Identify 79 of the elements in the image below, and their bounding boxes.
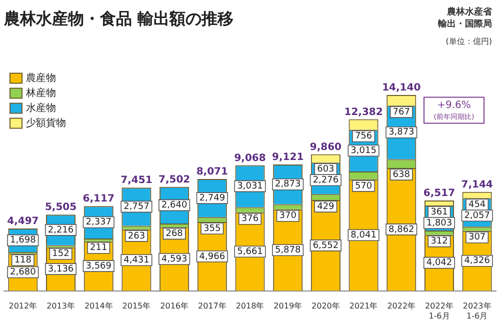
legend-label: 農産物	[26, 72, 56, 84]
x-tick-label: 2021年	[349, 302, 378, 311]
data-label: 570	[354, 181, 372, 192]
text: 輸出・国際局	[437, 18, 492, 30]
total-label: 6,117	[82, 194, 114, 205]
data-label: 756	[354, 132, 372, 142]
data-label: 1,803	[426, 218, 452, 228]
data-label: 6,552	[312, 240, 339, 251]
data-label: 2,680	[10, 268, 36, 278]
data-label: 454	[468, 200, 486, 210]
total-label: 14,140	[382, 82, 421, 94]
legend-label: 林産物	[25, 86, 56, 99]
x-tick-label: 2017年	[198, 302, 226, 311]
data-label: 4,326	[464, 256, 490, 266]
data-label: 4,966	[199, 252, 226, 262]
data-label: 355	[204, 224, 221, 234]
total-label: 5,505	[44, 202, 77, 214]
data-label: 376	[241, 214, 259, 224]
data-label: 268	[166, 229, 184, 240]
data-label: 263	[128, 231, 146, 242]
data-label: 3,031	[237, 182, 263, 192]
data-label: 3,136	[48, 264, 74, 274]
total-label: 7,502	[158, 174, 190, 186]
total-label: 9,860	[310, 142, 342, 153]
x-tick-label: 2020年	[312, 302, 340, 311]
data-label: 2,337	[86, 218, 112, 228]
data-label: 312	[430, 236, 448, 247]
x-tick-label: 2022年 1-6月	[425, 302, 454, 320]
data-label: 370	[279, 211, 297, 222]
data-label: 603	[317, 164, 334, 174]
legend-label: 少額貨物	[26, 116, 66, 129]
data-label: 361	[430, 207, 448, 218]
text: 農林水産省	[446, 6, 493, 18]
total-label: 9,068	[234, 152, 266, 164]
legend-label: 水産物	[26, 102, 56, 114]
data-label: 2,640	[161, 200, 188, 211]
data-label: 118	[14, 256, 32, 266]
total-label: 7,144	[461, 179, 493, 190]
data-label: 429	[317, 202, 335, 212]
x-tick-label: 2012年	[8, 302, 38, 311]
data-label: 3,873	[388, 128, 414, 138]
total-label: 7,451	[120, 175, 152, 186]
data-label: 8,041	[350, 230, 376, 240]
data-label: 3,015	[350, 146, 376, 156]
data-label: 2,749	[199, 193, 226, 204]
data-label: 1,698	[10, 236, 36, 246]
data-label: 211	[90, 243, 108, 254]
data-label: 307	[468, 232, 486, 243]
data-label: 2,276	[312, 175, 339, 186]
x-tick-label: 2014年	[84, 302, 113, 311]
x-tick-label: 2023年 1-6月	[462, 302, 492, 320]
chart-title: 農林水産物・食品 輸出額の推移	[3, 8, 234, 28]
data-label: 5,878	[274, 245, 301, 256]
data-label: 2,216	[48, 225, 74, 236]
data-label: 638	[392, 170, 410, 180]
x-tick-label: 2018年	[236, 302, 264, 311]
data-label: 5,661	[237, 246, 263, 257]
data-label: 4,431	[124, 255, 150, 266]
data-label: 767	[392, 107, 410, 118]
data-label: 152	[52, 249, 70, 260]
total-label: 4,497	[7, 216, 39, 228]
total-label: 6,517	[423, 188, 456, 200]
x-tick-label: 2013年	[46, 302, 75, 311]
data-label: 3,569	[86, 261, 112, 272]
x-tick-label: 2022年	[387, 302, 416, 311]
data-label: 4,042	[426, 258, 452, 268]
data-label: 8,862	[388, 224, 414, 235]
data-label: 2,057	[464, 210, 490, 221]
text: (単位：億円)	[446, 37, 492, 46]
data-label: 2,757	[124, 202, 150, 212]
total-label: 8,071	[196, 166, 228, 178]
total-label: 12,382	[344, 106, 383, 118]
data-label: 2,873	[274, 180, 301, 190]
x-tick-label: 2015年	[122, 302, 151, 311]
x-tick-label: 2019年	[274, 302, 302, 311]
data-label: 4,593	[161, 254, 188, 264]
annotation: +9.6%	[437, 100, 471, 111]
total-label: 9,121	[272, 152, 304, 164]
x-tick-label: 2016年	[160, 302, 188, 311]
